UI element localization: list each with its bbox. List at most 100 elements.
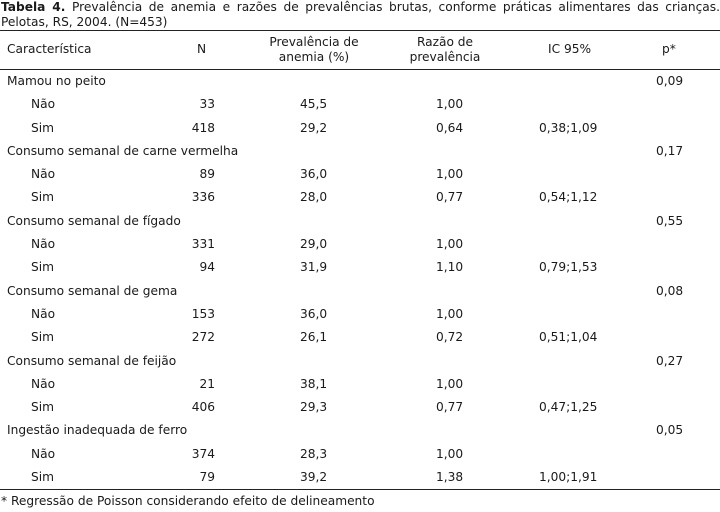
header-prevalencia-line1: Prevalência de [269, 35, 359, 49]
n-cell: 94 [199, 260, 215, 275]
prevalence-ratio-cell: 1,00 [436, 376, 464, 391]
ci-cell: 0,79;1,53 [539, 260, 598, 275]
category-cell: Sim [31, 260, 54, 275]
p-value: 0,27 [656, 353, 684, 368]
n-cell: 153 [191, 306, 215, 321]
table-top-rule [0, 30, 720, 31]
n-cell: 272 [191, 330, 215, 345]
header-razao: Razão de prevalência [404, 35, 486, 65]
table-row: Não 21 38,1 1,00 [0, 373, 720, 396]
p-value: 0,55 [656, 213, 684, 228]
ci-cell: 0,47;1,25 [539, 400, 598, 415]
prevalence-cell: 39,2 [300, 470, 328, 485]
header-p: p* [662, 42, 676, 56]
p-value: 0,17 [656, 143, 684, 158]
group-label: Consumo semanal de carne vermelha [7, 143, 239, 158]
prevalence-ratio-cell: 1,00 [436, 446, 464, 461]
n-cell: 33 [199, 97, 215, 112]
category-cell: Não [31, 167, 56, 182]
table-header: Característica N Prevalência de anemia (… [0, 31, 720, 69]
prevalence-ratio-cell: 1,00 [436, 237, 464, 252]
prevalence-ratio-cell: 0,77 [436, 190, 464, 205]
data-table: Característica N Prevalência de anemia (… [0, 30, 720, 491]
group-row: Mamou no peito 0,09 [0, 70, 720, 93]
prevalence-cell: 45,5 [300, 97, 328, 112]
group-row: Ingestão inadequada de ferro 0,05 [0, 419, 720, 442]
header-prevalencia-line2: anemia (%) [278, 50, 350, 64]
p-value: 0,08 [656, 283, 684, 298]
category-cell: Não [31, 446, 56, 461]
prevalence-cell: 29,2 [300, 120, 328, 135]
table-row: Não 331 29,0 1,00 [0, 233, 720, 256]
category-cell: Não [31, 97, 56, 112]
table-row: Sim 418 29,2 0,64 0,38;1,09 [0, 117, 720, 140]
n-cell: 406 [191, 400, 215, 415]
table-footnote: * Regressão de Poisson considerando efei… [1, 494, 375, 509]
group-label: Consumo semanal de feijão [7, 353, 177, 368]
prevalence-cell: 29,0 [300, 237, 328, 252]
table-row: Não 89 36,0 1,00 [0, 163, 720, 186]
p-value: 0,09 [656, 74, 684, 88]
n-cell: 374 [191, 446, 215, 461]
group-label: Ingestão inadequada de ferro [7, 423, 188, 438]
p-value: 0,05 [656, 423, 684, 438]
prevalence-ratio-cell: 1,00 [436, 306, 464, 321]
group-row: Consumo semanal de carne vermelha 0,17 [0, 140, 720, 163]
category-cell: Sim [31, 330, 54, 345]
header-ic: IC 95% [548, 42, 592, 56]
table-row: Não 374 28,3 1,00 [0, 443, 720, 466]
table-row: Sim 406 29,3 0,77 0,47;1,25 [0, 396, 720, 419]
prevalence-cell: 36,0 [300, 167, 328, 182]
caption-text: Prevalência de anemia e razões de preval… [1, 0, 720, 29]
n-cell: 89 [199, 167, 215, 182]
table-row: Sim 94 31,9 1,10 0,79;1,53 [0, 256, 720, 279]
prevalence-cell: 29,3 [300, 400, 328, 415]
group-label: Consumo semanal de gema [7, 283, 178, 298]
table-caption: Tabela 4. Prevalência de anemia e razões… [0, 0, 720, 30]
prevalence-ratio-cell: 0,72 [436, 330, 464, 345]
ci-cell: 0,38;1,09 [539, 120, 598, 135]
category-cell: Sim [31, 400, 54, 415]
caption-label: Tabela 4. [1, 0, 66, 14]
table-body: Mamou no peito 0,09 Não 33 45,5 1,00 Sim 418 29,… [0, 70, 720, 489]
table-row: Sim 336 28,0 0,77 0,54;1,12 [0, 186, 720, 209]
category-cell: Sim [31, 190, 54, 205]
group-row: Consumo semanal de feijão 0,27 [0, 350, 720, 373]
category-cell: Sim [31, 470, 54, 485]
prevalence-cell: 28,3 [300, 446, 328, 461]
header-razao-line1: Razão de [416, 35, 474, 49]
n-cell: 331 [191, 237, 215, 252]
header-n: N [197, 42, 207, 56]
n-cell: 79 [199, 470, 215, 485]
prevalence-cell: 36,0 [300, 306, 328, 321]
ci-cell: 1,00;1,91 [539, 470, 598, 485]
prevalence-cell: 38,1 [300, 376, 328, 391]
category-cell: Não [31, 237, 56, 252]
category-cell: Não [31, 306, 56, 321]
header-razao-line2: prevalência [409, 50, 481, 64]
n-cell: 21 [199, 376, 215, 391]
prevalence-ratio-cell: 1,38 [436, 470, 464, 485]
ci-cell: 0,54;1,12 [539, 190, 598, 205]
category-cell: Sim [31, 120, 54, 135]
prevalence-ratio-cell: 0,77 [436, 400, 464, 415]
ci-cell: 0,51;1,04 [539, 330, 598, 345]
table-header-rule [0, 69, 720, 70]
table-row: Sim 272 26,1 0,72 0,51;1,04 [0, 326, 720, 349]
header-caracteristica: Característica [7, 42, 92, 56]
prevalence-ratio-cell: 1,00 [436, 97, 464, 112]
group-row: Consumo semanal de fígado 0,55 [0, 210, 720, 233]
table-row: Não 153 36,0 1,00 [0, 303, 720, 326]
prevalence-cell: 26,1 [300, 330, 328, 345]
group-row: Consumo semanal de gema 0,08 [0, 280, 720, 303]
group-label: Consumo semanal de fígado [7, 213, 181, 228]
table-row: Não 33 45,5 1,00 [0, 93, 720, 116]
header-prevalencia: Prevalência de anemia (%) [265, 35, 363, 65]
n-cell: 418 [191, 120, 215, 135]
prevalence-ratio-cell: 0,64 [436, 120, 464, 135]
prevalence-cell: 31,9 [300, 260, 328, 275]
table-bottom-rule [0, 489, 720, 491]
category-cell: Não [31, 376, 56, 391]
n-cell: 336 [191, 190, 215, 205]
